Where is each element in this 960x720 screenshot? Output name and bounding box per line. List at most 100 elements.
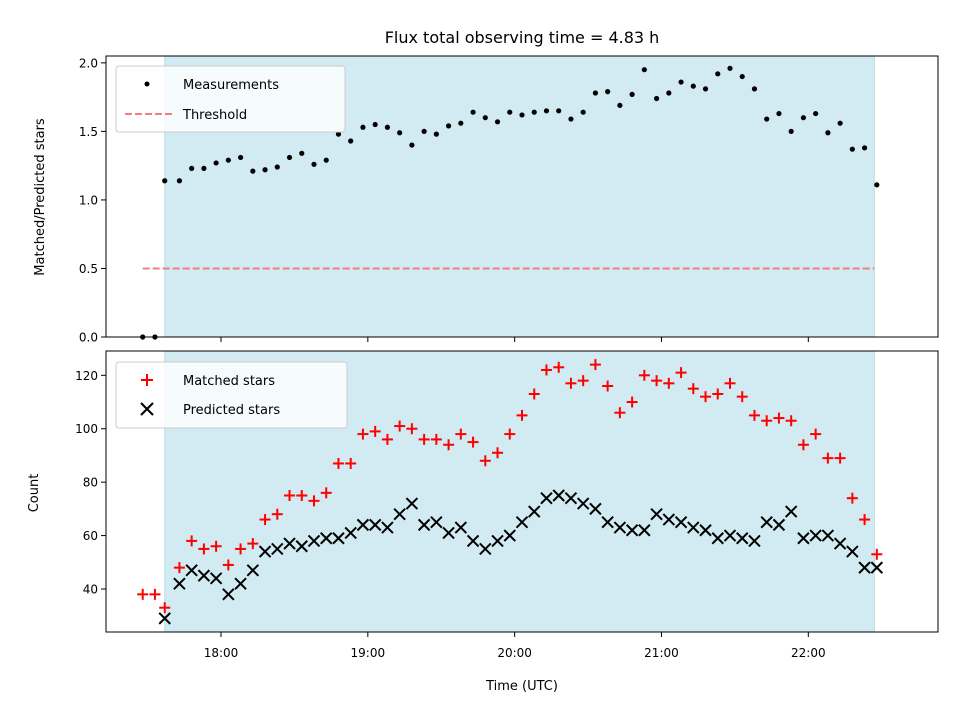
measurement-point xyxy=(494,119,501,125)
ratio-x-ticks xyxy=(220,337,809,342)
count-y-ticks: 40 60 80 100 120 xyxy=(75,369,106,596)
measurements-legend-label: Measurements xyxy=(183,78,279,93)
measurement-point xyxy=(764,116,770,122)
predicted-legend-label: Predicted stars xyxy=(183,403,280,418)
matched-point xyxy=(797,439,809,451)
predicted-point xyxy=(564,491,578,505)
predicted-point xyxy=(540,491,553,505)
measurement-point xyxy=(556,108,562,114)
ratio-panel: 0.00.51.01.52.0 Matched/Predicted stars … xyxy=(33,55,939,345)
measurement-point xyxy=(372,121,378,128)
matched-point xyxy=(663,377,675,389)
matched-point xyxy=(271,508,283,520)
matched-point xyxy=(516,409,528,421)
count-y-axis-label: Count xyxy=(27,474,42,513)
measurement-point xyxy=(189,165,195,171)
measurement-point xyxy=(384,124,391,130)
y-tick-label: 80 xyxy=(83,476,98,490)
ratio-y-ticks: 0.0 0.5 1.0 1.5 2.0 xyxy=(79,56,106,345)
matched-point xyxy=(406,423,418,435)
matched-point xyxy=(626,396,638,408)
y-tick-label: 100 xyxy=(75,422,98,436)
measurement-point xyxy=(617,102,623,108)
matched-point xyxy=(332,457,344,469)
predicted-point xyxy=(332,532,345,545)
measurement-point xyxy=(162,178,168,184)
y-tick-label: 0.0 xyxy=(79,331,98,345)
measurement-point xyxy=(543,108,550,114)
matched-point xyxy=(320,487,332,499)
measurement-point xyxy=(678,79,684,85)
matched-point xyxy=(394,420,406,432)
predicted-point xyxy=(258,545,272,558)
predicted-point xyxy=(760,516,773,529)
chart-title: Flux total observing time = 4.83 h xyxy=(385,28,660,47)
predicted-point xyxy=(173,577,186,590)
matched-point xyxy=(259,514,271,526)
predicted-point xyxy=(222,588,235,601)
matched-point xyxy=(222,559,234,571)
y-tick-label: 60 xyxy=(83,529,98,543)
matched-point xyxy=(589,359,601,371)
matched-point xyxy=(553,361,565,373)
matched-point xyxy=(565,377,577,389)
measurement-point xyxy=(507,109,513,115)
matched-legend-marker xyxy=(141,374,153,386)
measurement-point xyxy=(813,110,819,117)
matched-point xyxy=(357,428,369,440)
matched-point xyxy=(186,535,198,547)
measurement-point xyxy=(653,95,660,102)
predicted-point xyxy=(638,524,651,537)
measurement-point xyxy=(605,89,611,95)
matched-point xyxy=(528,388,540,400)
matched-point xyxy=(724,377,736,389)
measurement-point xyxy=(250,168,256,174)
y-tick-label: 40 xyxy=(83,582,98,596)
matched-point xyxy=(712,388,724,400)
predicted-point xyxy=(356,518,370,532)
x-tick-label: 19:00 xyxy=(351,646,386,660)
ratio-legend: Measurements Threshold xyxy=(115,65,346,133)
y-tick-label: 1.0 xyxy=(79,193,98,207)
predicted-point xyxy=(589,502,602,516)
predicted-point xyxy=(381,521,394,534)
predicted-point xyxy=(748,534,761,548)
measurement-point xyxy=(751,86,758,92)
measurement-point xyxy=(641,67,647,73)
measurement-point xyxy=(788,128,794,134)
ratio-legend-box xyxy=(115,65,346,133)
matched-point xyxy=(785,415,797,427)
measurement-points xyxy=(140,65,880,340)
measurement-point xyxy=(421,128,427,134)
measurement-point xyxy=(323,157,329,163)
matched-point xyxy=(443,439,455,451)
matched-point xyxy=(418,433,430,445)
y-tick-label: 120 xyxy=(75,369,98,383)
predicted-point xyxy=(772,518,786,532)
measurement-point xyxy=(861,145,868,151)
predicted-point xyxy=(674,516,688,529)
x-axis-label: Time (UTC) xyxy=(485,679,558,694)
predicted-point xyxy=(454,521,468,534)
predicted-point xyxy=(515,516,529,529)
predicted-point xyxy=(503,529,516,542)
threshold-legend-label: Threshold xyxy=(182,108,247,123)
measurement-point xyxy=(335,131,342,137)
predicted-point xyxy=(613,521,627,534)
y-tick-label: 0.5 xyxy=(79,262,98,276)
measurement-point xyxy=(629,91,635,97)
measurement-point xyxy=(237,154,244,161)
matched-point xyxy=(235,543,247,555)
predicted-point xyxy=(307,534,321,548)
predicted-point xyxy=(344,526,357,540)
predicted-point xyxy=(295,540,308,553)
matched-point xyxy=(381,433,393,445)
measurement-point xyxy=(397,130,403,136)
measurement-point xyxy=(299,150,305,156)
predicted-point xyxy=(797,532,810,545)
predicted-point xyxy=(491,534,504,548)
measurement-point xyxy=(348,138,354,144)
predicted-point xyxy=(158,612,171,625)
matched-legend-label: Matched stars xyxy=(183,374,275,389)
